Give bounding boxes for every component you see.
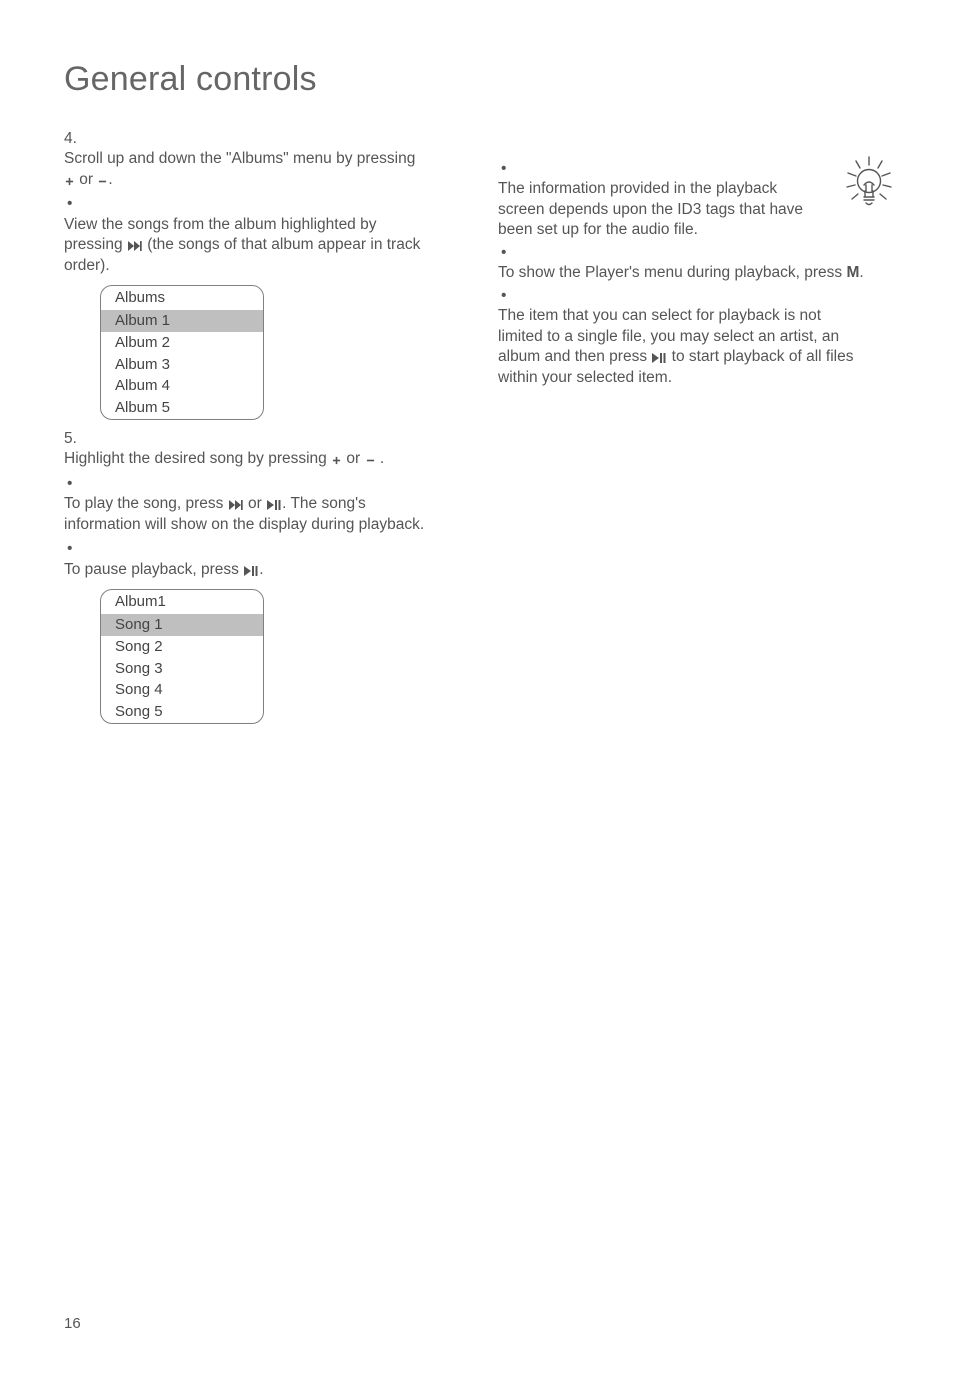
plus-icon: [332, 456, 341, 465]
songs-menu-item-3: Song 4: [101, 679, 263, 701]
content-columns: 4. Scroll up and down the "Albums" menu …: [64, 129, 890, 733]
bullet-play-song-b: or: [244, 495, 266, 512]
songs-menu: Album1 Song 1 Song 2 Song 3 Song 4 Song …: [100, 589, 264, 724]
play-pause-icon: [267, 500, 281, 510]
albums-menu-item-0: Album 1: [101, 310, 263, 332]
note-1: • The information provided in the playba…: [498, 159, 890, 241]
next-track-icon: [128, 241, 142, 251]
bullet-view-songs-body: View the songs from the album highlighte…: [64, 215, 430, 276]
page-title: General controls: [64, 60, 890, 99]
bullet-pause: • To pause playback, press .: [64, 539, 456, 580]
bullet-mark: •: [64, 539, 86, 559]
bullet-mark: •: [498, 159, 520, 179]
note-1-body: The information provided in the playback…: [498, 179, 864, 240]
note-box: • The information provided in the playba…: [498, 159, 890, 388]
step-4-text-a: Scroll up and down the "Albums" menu by …: [64, 150, 415, 167]
step-5-text-a: Highlight the desired song by pressing: [64, 450, 331, 467]
bullet-mark: •: [64, 474, 86, 494]
step-4-num: 4.: [64, 129, 86, 149]
note-2: • To show the Player's menu during playb…: [498, 243, 890, 284]
step-4-text-b: or: [75, 171, 97, 188]
songs-menu-title: Album1: [101, 590, 263, 614]
step-5-text-c: .: [376, 450, 385, 467]
minus-icon: [366, 456, 375, 465]
bullet-mark: •: [498, 243, 520, 263]
bullet-mark: •: [64, 194, 86, 214]
albums-menu-item-3: Album 4: [101, 375, 263, 397]
play-pause-icon: [244, 566, 258, 576]
albums-menu-item-4: Album 5: [101, 397, 263, 419]
albums-menu-title: Albums: [101, 286, 263, 310]
note-list: • The information provided in the playba…: [498, 159, 890, 388]
step-4-text-c: .: [108, 171, 112, 188]
albums-menu-item-1: Album 2: [101, 332, 263, 354]
step-5-body: Highlight the desired song by pressing o…: [64, 449, 430, 469]
bullet-play-song-a: To play the song, press: [64, 495, 228, 512]
albums-menu-item-2: Album 3: [101, 354, 263, 376]
bullet-pause-a: To pause playback, press: [64, 561, 243, 578]
step-5: 5. Highlight the desired song by pressin…: [64, 429, 456, 470]
note-2-body: To show the Player's menu during playbac…: [498, 263, 864, 283]
note-2-a: To show the Player's menu during playbac…: [498, 264, 846, 281]
right-column: • The information provided in the playba…: [498, 129, 890, 733]
albums-menu: Albums Album 1 Album 2 Album 3 Album 4 A…: [100, 285, 264, 420]
m-key: M: [846, 264, 859, 281]
step-4-body: Scroll up and down the "Albums" menu by …: [64, 149, 430, 190]
songs-menu-item-1: Song 2: [101, 636, 263, 658]
bullet-pause-b: .: [259, 561, 263, 578]
songs-menu-item-0: Song 1: [101, 614, 263, 636]
minus-icon: [98, 177, 107, 186]
bullet-pause-body: To pause playback, press .: [64, 560, 430, 580]
bullet-play-song-body: To play the song, press or . The song's …: [64, 494, 430, 535]
note-2-b: .: [859, 264, 863, 281]
songs-menu-item-4: Song 5: [101, 701, 263, 723]
next-track-icon: [229, 500, 243, 510]
songs-menu-item-2: Song 3: [101, 658, 263, 680]
note-3: • The item that you can select for playb…: [498, 286, 890, 388]
bullet-play-song: • To play the song, press or . The song'…: [64, 474, 456, 535]
left-column: 4. Scroll up and down the "Albums" menu …: [64, 129, 456, 733]
page-number: 16: [64, 1315, 81, 1332]
step-5-num: 5.: [64, 429, 86, 449]
plus-icon: [65, 177, 74, 186]
bullet-view-songs: • View the songs from the album highligh…: [64, 194, 456, 276]
step-5-text-b: or: [342, 450, 364, 467]
play-pause-icon: [652, 353, 666, 363]
step-4: 4. Scroll up and down the "Albums" menu …: [64, 129, 456, 190]
note-3-body: The item that you can select for playbac…: [498, 306, 864, 388]
bullet-mark: •: [498, 286, 520, 306]
